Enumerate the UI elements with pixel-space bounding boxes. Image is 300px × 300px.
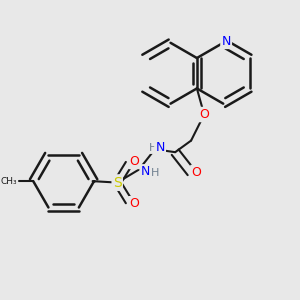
Text: O: O <box>191 166 201 179</box>
Text: N: N <box>141 165 150 178</box>
Text: O: O <box>129 197 139 210</box>
Text: N: N <box>155 141 165 154</box>
Text: CH₃: CH₃ <box>1 177 17 186</box>
Text: N: N <box>221 35 231 48</box>
Text: H: H <box>151 168 159 178</box>
Text: O: O <box>129 155 139 168</box>
Text: S: S <box>113 176 122 190</box>
Text: H: H <box>149 143 158 153</box>
Text: O: O <box>199 108 209 121</box>
